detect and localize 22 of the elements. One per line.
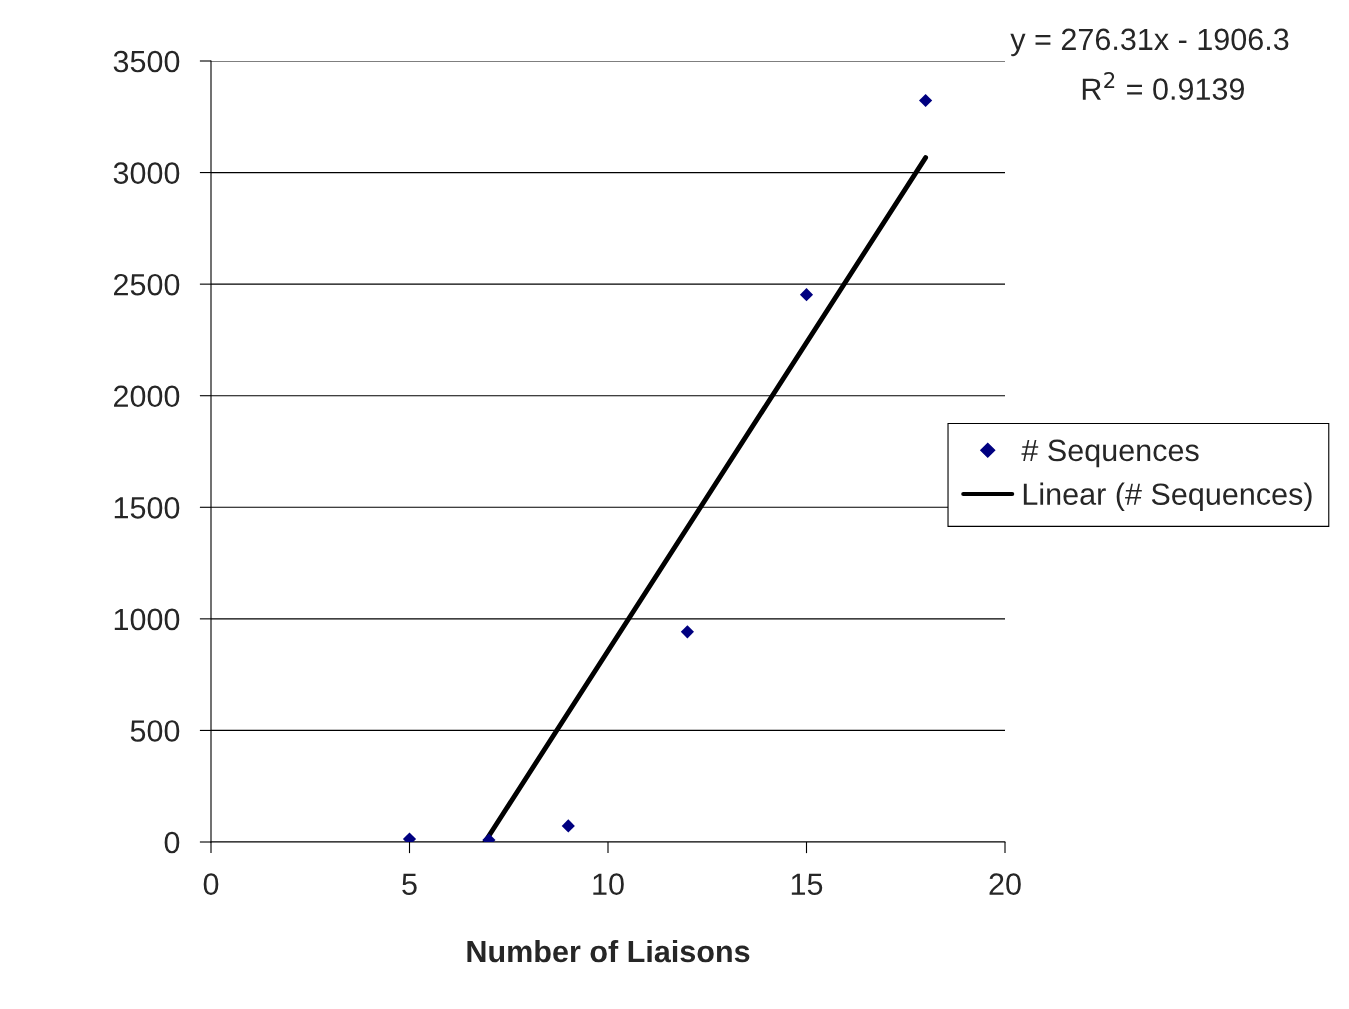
- legend-label: # Sequences: [1021, 439, 1199, 468]
- x-tick-label: 15: [791, 873, 823, 895]
- point: [680, 625, 694, 639]
- point: [919, 93, 933, 108]
- y-tick-label: 2000: [114, 385, 180, 408]
- y-tick-label: 1000: [114, 608, 180, 631]
- y-tick-label: 3500: [113, 50, 180, 73]
- text: y = 276.31x - 1906.3: [1010, 28, 1289, 57]
- x-tick-label: 5: [402, 873, 417, 895]
- point: [561, 819, 575, 833]
- y-tick-label: 0: [164, 831, 180, 854]
- text: R$^{2}$ = 0.9139: [1082, 72, 1244, 100]
- y-tick-label: 3000: [113, 162, 180, 184]
- legend-label: Linear (# Sequences): [1023, 482, 1312, 512]
- x-axis-title: Number of Liaisons: [467, 939, 750, 963]
- y-tick-label: 500: [130, 720, 180, 742]
- y-tick-label: 1500: [114, 497, 180, 519]
- x-tick-label: 10: [593, 873, 624, 895]
- point: [799, 288, 814, 302]
- x-tick-label: 0: [203, 873, 219, 895]
- y-tick-label: 2500: [114, 273, 180, 296]
- x-tick-label: 20: [989, 873, 1021, 895]
